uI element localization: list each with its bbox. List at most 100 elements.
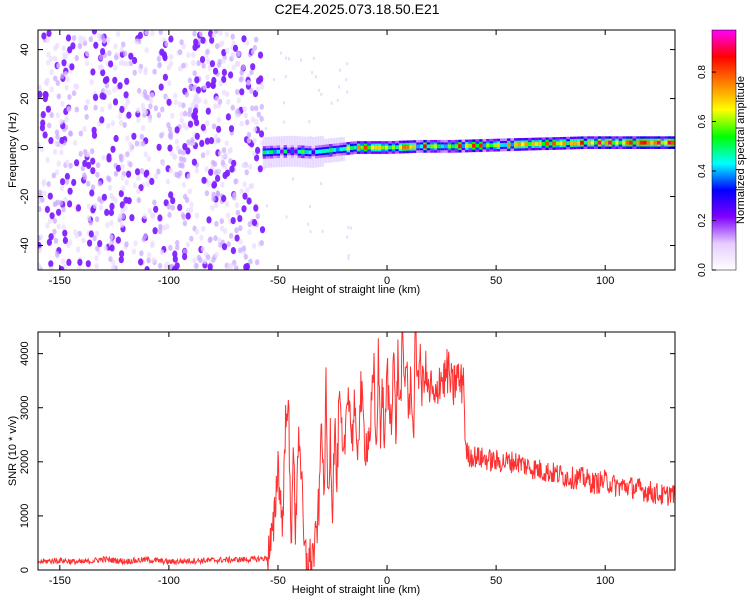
ridge-cell <box>479 143 483 148</box>
figure-title: C2E4.2025.073.18.50.E21 <box>274 1 439 17</box>
noise-cell <box>199 139 205 147</box>
noise-cell <box>220 181 225 188</box>
noise-cell <box>132 56 138 65</box>
noise-cell <box>95 171 100 178</box>
colorbar-ticks: 0.0 0.2 0.4 0.6 0.8 <box>697 65 716 277</box>
noise-cell <box>157 228 163 235</box>
noise-cell <box>94 263 99 269</box>
ridge-cell <box>402 145 406 149</box>
noise-cell <box>67 94 72 100</box>
noise-cell <box>221 49 227 57</box>
noise-cell <box>60 100 65 107</box>
noise-cell <box>66 106 72 113</box>
noise-cell <box>99 116 105 124</box>
noise-cell <box>248 183 253 190</box>
noise-cell <box>179 39 184 46</box>
noise-cell <box>117 113 123 120</box>
noise-cell <box>46 30 52 37</box>
noise-cell <box>118 190 124 198</box>
noise-cell <box>228 125 235 133</box>
noise-cell <box>40 119 46 127</box>
colorbar-tick-label: 0.6 <box>697 114 708 128</box>
noise-cell <box>90 184 96 191</box>
noise-cell <box>143 69 148 76</box>
noise-cell <box>345 78 348 82</box>
noise-cell <box>246 79 251 86</box>
noise-cell <box>174 171 180 178</box>
noise-cell <box>164 40 169 47</box>
spectrogram-y-label: Frequency (Hz) <box>7 112 19 188</box>
noise-cell <box>46 238 53 246</box>
noise-cell <box>244 262 250 270</box>
ridge-cell <box>657 140 661 145</box>
noise-cell <box>167 144 173 152</box>
noise-cell <box>214 133 219 140</box>
noise-cell <box>194 167 200 174</box>
noise-cell <box>59 266 65 270</box>
noise-cell <box>273 78 276 81</box>
noise-cell <box>205 81 211 89</box>
noise-cell <box>220 159 226 166</box>
noise-cell <box>156 143 162 151</box>
noise-cell <box>115 164 122 172</box>
noise-cell <box>180 162 185 169</box>
noise-cell <box>254 154 260 162</box>
noise-cell <box>113 43 118 50</box>
noise-cell <box>156 168 161 175</box>
noise-cell <box>109 220 114 226</box>
noise-cell <box>109 202 115 210</box>
ridge-cell <box>447 144 452 149</box>
noise-cell <box>92 235 97 242</box>
noise-cell <box>113 170 119 177</box>
noise-cell <box>123 91 129 99</box>
noise-cell <box>320 92 323 96</box>
ridge-cell <box>360 145 364 150</box>
noise-cell <box>144 30 149 36</box>
noise-cell <box>128 52 134 60</box>
noise-cell <box>255 213 260 220</box>
noise-cell <box>244 169 249 176</box>
noise-cell <box>194 76 200 84</box>
noise-cell <box>187 77 193 84</box>
noise-cell <box>110 145 116 153</box>
noise-cell <box>242 105 247 112</box>
noise-cell <box>346 235 349 239</box>
noise-cell <box>87 239 93 247</box>
noise-cell <box>49 212 55 220</box>
noise-cell <box>109 244 115 252</box>
snr-frame <box>37 331 676 571</box>
noise-cell <box>221 75 227 83</box>
noise-cell <box>162 54 168 62</box>
noise-cell <box>56 160 61 167</box>
noise-cell <box>61 59 67 67</box>
noise-cell <box>259 115 264 122</box>
noise-cell <box>187 188 192 195</box>
noise-cell <box>236 97 241 104</box>
noise-cell <box>235 89 240 95</box>
noise-cell <box>118 119 124 126</box>
ridge-cell <box>315 150 319 154</box>
ridge-cell <box>339 147 343 152</box>
ridge-cell <box>604 140 609 145</box>
noise-cell <box>177 203 183 212</box>
noise-cell <box>53 237 59 244</box>
noise-cell <box>121 185 126 192</box>
noise-cell <box>175 145 181 152</box>
noise-cell <box>229 262 234 269</box>
noise-cell <box>147 117 153 124</box>
ridge-cell <box>500 143 504 147</box>
noise-cell <box>119 221 125 228</box>
noise-cell <box>232 194 237 201</box>
noise-cell <box>148 97 154 104</box>
noise-cell <box>224 201 230 207</box>
noise-cell <box>67 200 73 208</box>
noise-cell <box>85 50 90 57</box>
noise-cell <box>95 162 101 169</box>
noise-cell <box>58 199 64 206</box>
noise-cell <box>200 36 206 44</box>
noise-cell <box>220 40 225 47</box>
ridge-cell <box>343 146 347 151</box>
noise-cell <box>137 31 143 39</box>
noise-cell <box>52 228 57 235</box>
noise-cell <box>141 106 146 113</box>
